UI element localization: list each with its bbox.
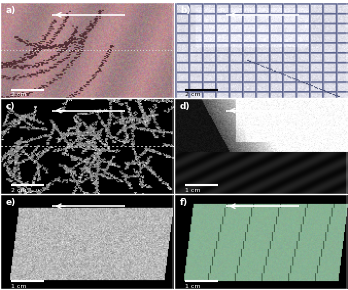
Text: 2 cm: 2 cm — [11, 92, 27, 97]
Text: b): b) — [180, 6, 190, 15]
Text: a): a) — [6, 6, 16, 15]
Text: c): c) — [6, 102, 15, 111]
Text: 2 cm: 2 cm — [11, 188, 27, 193]
Text: 2 cm: 2 cm — [185, 92, 201, 97]
Text: 1 cm: 1 cm — [11, 284, 26, 289]
Text: f): f) — [180, 198, 188, 207]
Text: 1 cm: 1 cm — [185, 284, 200, 289]
Text: 1 cm: 1 cm — [185, 188, 200, 193]
Text: d): d) — [180, 102, 190, 111]
Text: e): e) — [6, 198, 16, 207]
